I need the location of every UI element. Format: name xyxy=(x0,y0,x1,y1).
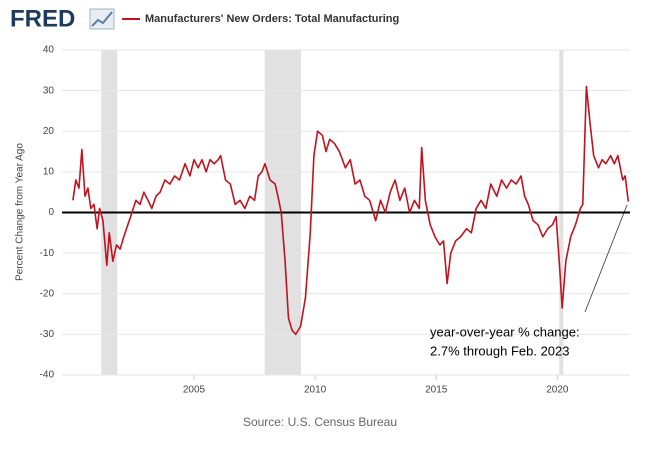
y-tick-label: 40 xyxy=(43,45,55,56)
y-tick-label: 30 xyxy=(43,85,55,96)
source: Source: U.S. Census Bureau xyxy=(243,415,397,429)
y-tick-label: 10 xyxy=(43,167,55,178)
y-axis-label: Percent Change from Year Ago xyxy=(15,143,26,281)
y-tick-label: -20 xyxy=(40,288,55,299)
brand: FRED xyxy=(10,5,75,32)
x-tick-label: 2020 xyxy=(546,385,569,396)
y-tick-label: -40 xyxy=(40,370,55,381)
x-tick-label: 2005 xyxy=(183,385,206,396)
y-tick-label: 0 xyxy=(48,207,54,218)
y-tick-label: 20 xyxy=(43,126,55,137)
y-tick-label: -10 xyxy=(40,248,55,259)
annotation: 2.7% through Feb. 2023 xyxy=(430,343,570,358)
x-tick-label: 2015 xyxy=(425,385,448,396)
x-tick-label: 2010 xyxy=(304,385,327,396)
y-tick-label: -30 xyxy=(40,329,55,340)
annotation: year-over-year % change: xyxy=(430,324,580,339)
brand-icon xyxy=(89,8,115,30)
legend-label: Manufacturers' New Orders: Total Manufac… xyxy=(145,13,399,25)
annotation-arrow xyxy=(584,204,628,313)
series-line xyxy=(72,85,630,336)
